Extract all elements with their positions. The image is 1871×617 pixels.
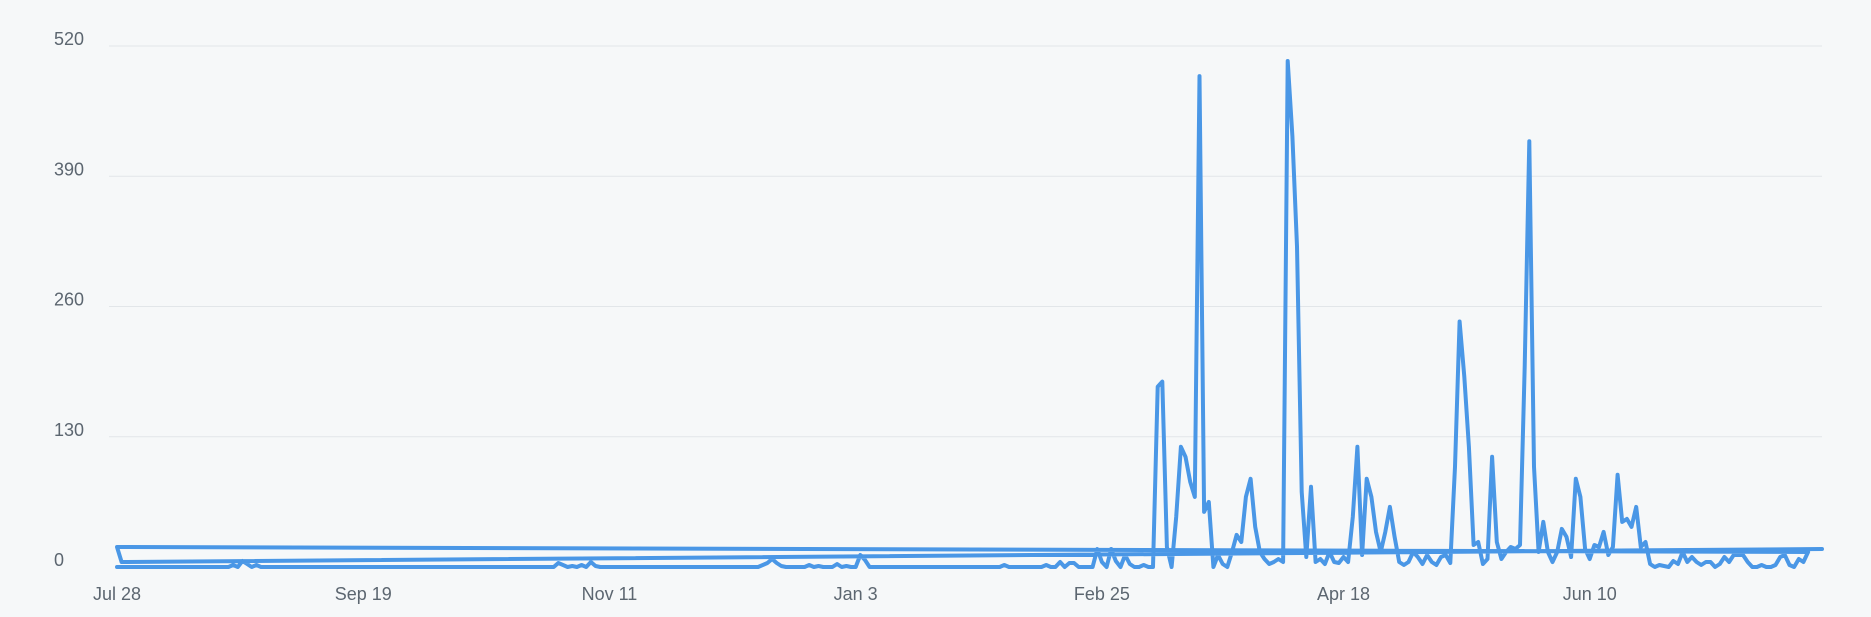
x-tick-label: Feb 25 [1074,584,1130,604]
x-tick-label: Jun 10 [1563,584,1617,604]
y-axis-ticks: 0 130 260 390 520 [54,29,84,570]
x-tick-label: Sep 19 [335,584,392,604]
series-layer [115,59,1824,569]
x-tick-label: Jul 28 [93,584,141,604]
grid-lines [109,45,1822,438]
y-tick-label: 260 [54,290,84,310]
x-tick-label: Apr 18 [1317,584,1370,604]
y-tick-label: 520 [54,29,84,49]
x-axis-ticks: Jul 28 Sep 19 Nov 11 Jan 3 Feb 25 Apr 18 Jun 1… [93,584,1617,604]
y-tick-label: 130 [54,420,84,440]
y-tick-label: 390 [54,159,84,179]
series-line [115,59,1824,569]
y-tick-label: 0 [54,550,64,570]
x-tick-label: Jan 3 [834,584,878,604]
x-tick-label: Nov 11 [582,584,638,604]
